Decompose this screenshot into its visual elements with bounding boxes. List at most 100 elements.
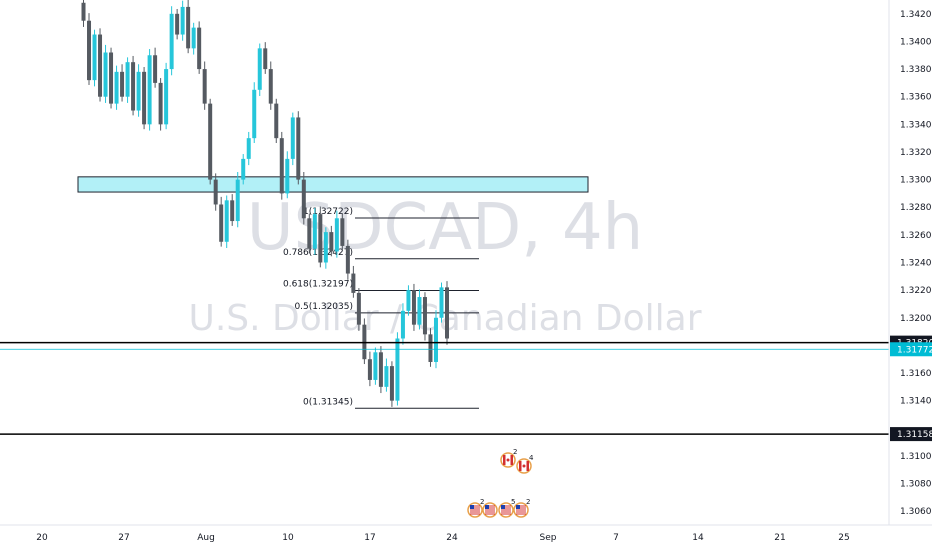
candles[interactable]: [81, 0, 449, 407]
fib-level-label: 0(1.31345): [303, 397, 353, 407]
fib-level-label: 0.618(1.32197): [283, 280, 353, 290]
level-price-label: 1.31158: [897, 430, 932, 440]
candle-body: [252, 89, 257, 139]
us-flag-icon[interactable]: 2: [467, 498, 484, 518]
candle-body: [445, 287, 449, 339]
candle-body: [114, 71, 119, 104]
candle-body: [274, 103, 279, 139]
candle-body: [219, 204, 224, 242]
candle-body: [433, 317, 438, 362]
candle-body: [329, 232, 334, 252]
candle-body: [400, 310, 405, 339]
canada-flag-icon[interactable]: 2: [500, 448, 517, 468]
price-tick-label: 1.31400: [900, 397, 932, 407]
candle-body: [191, 27, 196, 49]
candle-body: [230, 200, 235, 222]
time-tick-label: 17: [364, 533, 375, 543]
price-tick-label: 1.30800: [900, 480, 932, 490]
candle-body: [411, 290, 416, 325]
economic-events[interactable]: 2 4 2 5 2: [467, 448, 534, 518]
current-price-label: 1.31772: [897, 345, 932, 355]
resistance-zone[interactable]: [77, 176, 589, 193]
candle-body: [197, 27, 202, 70]
time-axis[interactable]: 20 27 Aug 10 17 24 Sep 7 14 21 25: [36, 533, 849, 543]
candle-body: [378, 352, 383, 387]
time-tick-label: 24: [446, 533, 458, 543]
candle-body: [103, 52, 108, 97]
time-tick-label: 20: [36, 533, 48, 543]
candle-body: [235, 179, 240, 222]
fib-level-label: 0.5(1.32035): [294, 302, 353, 312]
svg-text:2: 2: [526, 498, 530, 506]
candle-body: [120, 71, 125, 97]
price-tick-label: 1.31000: [900, 452, 932, 462]
price-tick-label: 1.32000: [900, 314, 932, 324]
candle-body: [136, 71, 141, 111]
candle-body: [318, 214, 323, 263]
canada-flag-icon[interactable]: 4: [516, 454, 534, 474]
candle-body: [241, 158, 246, 180]
price-tick-label: 1.34000: [900, 37, 932, 47]
price-tick-label: 1.32200: [900, 286, 932, 296]
price-tick-label: 1.33200: [900, 148, 932, 158]
time-tick-label: 25: [838, 533, 849, 543]
time-tick-label: 14: [692, 533, 704, 543]
price-tick-label: 1.33600: [900, 93, 932, 103]
us-flag-icon[interactable]: 2: [513, 498, 530, 518]
candle-body: [213, 179, 218, 205]
candle-body: [268, 69, 273, 104]
price-tick-label: 1.33000: [900, 176, 932, 186]
price-tick-label: 1.34200: [900, 10, 932, 20]
candle-body: [439, 287, 444, 318]
candle-body: [164, 69, 169, 125]
candle-body: [312, 214, 317, 249]
svg-text:2: 2: [480, 498, 484, 506]
candle-body: [87, 20, 92, 81]
candle-body: [153, 55, 158, 83]
fibonacci-retracement[interactable]: 1(1.32722) 0.786(1.32427) 0.618(1.32197) 0.…: [283, 207, 479, 409]
svg-text:4: 4: [529, 454, 534, 462]
candle-body: [301, 179, 306, 219]
candle-body: [307, 218, 312, 249]
us-flag-icon[interactable]: 5: [498, 498, 515, 518]
candle-body: [263, 48, 268, 70]
time-tick-label: 27: [118, 533, 129, 543]
candle-body: [109, 52, 114, 104]
price-tick-label: 1.30600: [900, 507, 932, 517]
candle-body: [351, 273, 356, 293]
time-tick-label: Aug: [197, 533, 215, 543]
price-tick-label: 1.32400: [900, 259, 932, 269]
us-flag-icon[interactable]: [482, 502, 498, 518]
candle-body: [417, 297, 422, 325]
candle-body: [224, 200, 229, 242]
price-tick-label: 1.33800: [900, 65, 932, 75]
candle-body: [147, 55, 152, 125]
candle-body: [406, 290, 411, 311]
svg-text:5: 5: [511, 498, 515, 506]
candle-body: [202, 69, 207, 104]
candle-body: [175, 13, 180, 35]
price-axis[interactable]: 1.34200 1.34000 1.33800 1.33600 1.33400 1.332…: [900, 10, 932, 517]
time-tick-label: 7: [613, 533, 619, 543]
candle-body: [323, 232, 328, 263]
price-tick-label: 1.31600: [900, 369, 932, 379]
candle-body: [389, 366, 394, 401]
fib-level-label: 1(1.32722): [303, 207, 353, 217]
svg-text:2: 2: [513, 448, 517, 456]
candle-body: [180, 6, 185, 35]
candle-body: [81, 2, 86, 21]
time-tick-label: 10: [282, 533, 294, 543]
candle-body: [98, 34, 103, 97]
time-tick-label: 21: [774, 533, 785, 543]
candle-body: [285, 158, 290, 194]
candle-body: [92, 34, 97, 81]
candle-body: [367, 359, 372, 380]
price-tick-label: 1.33400: [900, 120, 932, 130]
candle-body: [169, 13, 174, 70]
level-price-badge: [890, 427, 932, 442]
candle-body: [345, 245, 350, 274]
candle-body: [384, 366, 389, 387]
current-price-badge: [890, 342, 932, 357]
